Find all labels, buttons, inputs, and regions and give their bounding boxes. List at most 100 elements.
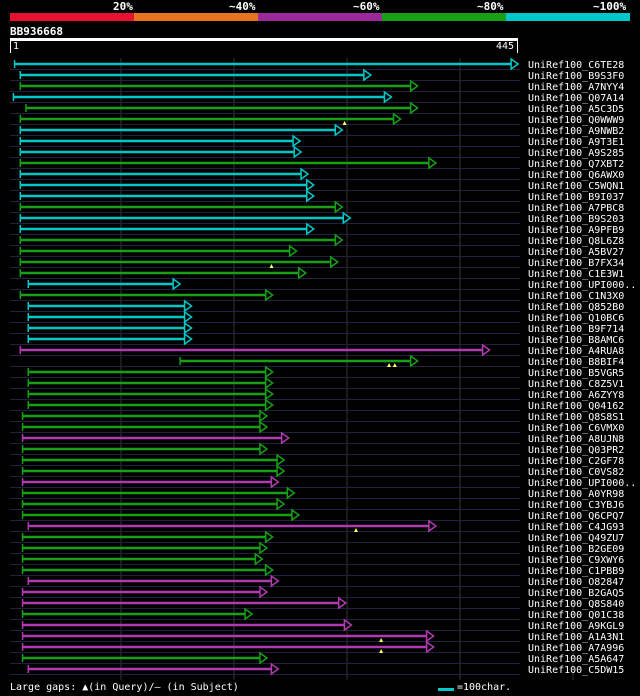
color-swatch-60 (258, 13, 382, 21)
hit-arrow (270, 574, 280, 588)
query-ruler (10, 38, 518, 41)
query-gap-marker (353, 528, 358, 532)
hit-label: UniRef100_A7NYY4 (528, 82, 624, 93)
query-gap-marker (269, 264, 274, 268)
hit-arrow (343, 618, 353, 632)
hit-arrow (300, 167, 310, 181)
hit-arrow (183, 310, 193, 324)
hit-arrow (259, 442, 269, 456)
hit-label: UniRef100_B9S203 (528, 214, 624, 225)
query-gap-marker (379, 638, 384, 642)
hit-label: UniRef100_C2GF78 (528, 456, 624, 467)
hit-label: UniRef100_UPI000.. (528, 478, 636, 489)
hit-label: UniRef100_B9I037 (528, 192, 624, 203)
hit-arrow (383, 90, 393, 104)
hit-arrow (428, 519, 438, 533)
hit-arrow (291, 508, 301, 522)
hit-label: UniRef100_B9S3F0 (528, 71, 624, 82)
alignment-plot: UniRef100_C6TE28UniRef100_B9S3F0UniRef10… (10, 57, 636, 680)
hit-arrow (329, 255, 340, 269)
hit-arrow (425, 629, 435, 643)
hit-arrow (425, 640, 435, 654)
hit-arrow (264, 387, 274, 401)
hit-label: UniRef100_B5VGR5 (528, 368, 624, 379)
ruler-end-tick (517, 41, 518, 53)
hit-arrow (334, 123, 344, 137)
hit-label: UniRef100_Q8L6Z8 (528, 236, 624, 247)
hit-label: UniRef100_B8AMC6 (528, 335, 624, 346)
color-swatch-100 (506, 13, 630, 21)
color-swatch-40 (134, 13, 258, 21)
hit-arrow (259, 541, 269, 555)
ruler-start-tick (10, 41, 11, 53)
query-gap-marker (379, 649, 384, 653)
hit-arrow (254, 552, 264, 566)
identity-color-bar (10, 13, 630, 21)
hit-label: UniRef100_C0VS82 (528, 467, 624, 478)
legend-label-60: ~60% (353, 0, 380, 13)
hit-label: UniRef100_C1E3W1 (528, 269, 624, 280)
hit-arrow (276, 464, 286, 478)
hit-label: UniRef100_Q01C38 (528, 610, 624, 621)
legend-label-80: ~80% (477, 0, 504, 13)
query-gap-marker (342, 121, 347, 125)
hit-arrow (510, 57, 520, 71)
hit-arrow (409, 101, 419, 115)
hit-arrow (363, 68, 373, 82)
hit-label: UniRef100_Q49ZU7 (528, 533, 624, 544)
hit-arrow (298, 266, 308, 280)
hit-arrow (276, 453, 286, 467)
hit-label: UniRef100_B9F714 (528, 324, 624, 335)
hit-label: UniRef100_C6TE28 (528, 60, 624, 71)
hit-label: UniRef100_A5BV27 (528, 247, 624, 258)
hit-arrow (292, 134, 302, 148)
hit-label: UniRef100_Q7XBT2 (528, 159, 624, 170)
hit-arrow (183, 299, 193, 313)
hit-arrow (334, 233, 344, 247)
color-swatch-20 (10, 13, 134, 21)
hit-arrow (270, 662, 280, 676)
query-gap-marker (392, 363, 397, 367)
hit-arrow (305, 222, 316, 236)
hit-arrow (342, 211, 352, 225)
hit-label: UniRef100_Q852B0 (528, 302, 624, 313)
hit-label: UniRef100_Q04162 (528, 401, 624, 412)
hit-label: UniRef100_A6ZYY8 (528, 390, 624, 401)
hit-label: UniRef100_A0YR98 (528, 489, 624, 500)
hit-label: UniRef100_C5DW15 (528, 665, 624, 676)
legend-label-20: 20% (113, 0, 133, 13)
scale-label: =100char. (457, 682, 512, 693)
hit-label: UniRef100_A5A647 (528, 654, 624, 665)
hit-label: UniRef100_C5WQN1 (528, 181, 624, 192)
hit-label: UniRef100_Q07A14 (528, 93, 624, 104)
scale-bar (438, 688, 454, 691)
hit-label: UniRef100_A5C3D5 (528, 104, 624, 115)
hit-label: UniRef100_A9KGL9 (528, 621, 624, 632)
hit-label: UniRef100_B2GE09 (528, 544, 624, 555)
hit-label: UniRef100_A7A996 (528, 643, 624, 654)
hit-arrow (264, 563, 274, 577)
hit-label: UniRef100_A9NWB2 (528, 126, 624, 137)
hit-label: UniRef100_C6VMX0 (528, 423, 624, 434)
hit-label: UniRef100_C1N3X0 (528, 291, 624, 302)
hit-label: UniRef100_Q0WWW9 (528, 115, 624, 126)
hit-arrow (183, 332, 193, 346)
hit-label: UniRef100_A7PBC8 (528, 203, 624, 214)
hit-label: UniRef100_Q03PR2 (528, 445, 624, 456)
hit-arrow (305, 178, 316, 192)
legend-label-100: ~100% (593, 0, 627, 13)
hit-label: UniRef100_A1A3N1 (528, 632, 624, 643)
color-swatch-80 (382, 13, 506, 21)
hit-label: UniRef100_B7FX34 (528, 258, 624, 269)
hit-arrow (244, 607, 254, 621)
hit-label: UniRef100_O82847 (528, 577, 624, 588)
hit-arrow (259, 409, 269, 423)
hit-arrow (409, 79, 419, 93)
hit-arrow (288, 244, 298, 258)
hit-label: UniRef100_A4RUA8 (528, 346, 624, 357)
hit-label: UniRef100_A9T3E1 (528, 137, 624, 148)
hit-arrow (264, 288, 274, 302)
hit-arrow (293, 145, 303, 159)
hit-arrow (259, 585, 269, 599)
hit-label: UniRef100_A9PFB9 (528, 225, 624, 236)
